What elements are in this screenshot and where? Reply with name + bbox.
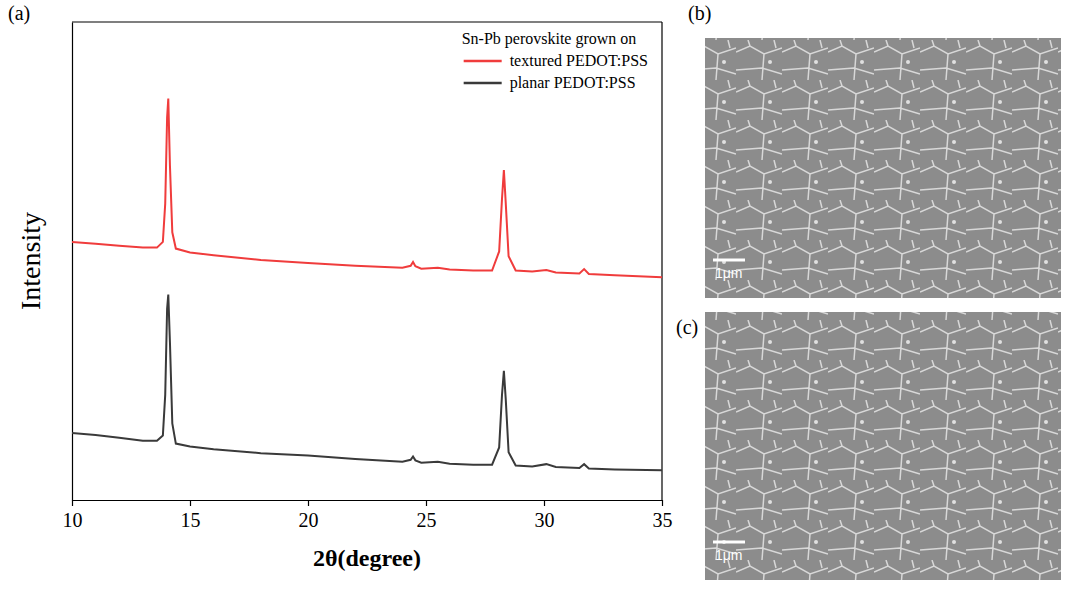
frame xyxy=(72,21,662,22)
x-tick-mark xyxy=(190,500,191,506)
y-axis xyxy=(72,23,73,501)
legend-swatch xyxy=(464,82,502,85)
x-tick-mark xyxy=(426,500,427,506)
x-tick-mark xyxy=(72,500,73,506)
sem-image xyxy=(705,38,1061,298)
legend-swatch xyxy=(464,60,502,63)
x-tick: 10 xyxy=(63,500,83,531)
x-tick-label: 35 xyxy=(653,509,673,531)
x-axis-title: 2θ(degree) xyxy=(313,545,421,571)
x-tick-label: 10 xyxy=(63,509,83,531)
x-tick: 30 xyxy=(535,500,555,531)
x-axis: 10 15 20 25 30 35 xyxy=(63,500,673,531)
x-axis-line xyxy=(73,500,663,501)
scale-bar-label: 1μm xyxy=(715,547,743,563)
frame xyxy=(661,22,662,500)
sem-image xyxy=(705,312,1061,580)
panel-label: (a) xyxy=(8,2,30,25)
x-tick: 25 xyxy=(417,500,437,531)
scale-bar-label: 1μm xyxy=(715,265,743,281)
legend-entry: planar PEDOT:PSS xyxy=(510,74,636,92)
x-tick-label: 25 xyxy=(417,509,437,531)
scale-bar xyxy=(713,541,745,544)
legend-entry: textured PEDOT:PSS xyxy=(510,52,648,69)
scale-bar xyxy=(713,259,745,262)
xrd-line xyxy=(72,98,662,277)
x-tick: 15 xyxy=(181,500,201,531)
x-tick-mark xyxy=(544,500,545,506)
x-tick-mark xyxy=(308,500,309,506)
legend-title: Sn-Pb perovskite grown on xyxy=(462,30,637,48)
x-tick-label: 15 xyxy=(181,509,201,531)
panel-label: (c) xyxy=(676,316,698,339)
x-tick: 20 xyxy=(299,500,319,531)
xrd-line xyxy=(72,294,662,470)
figure: (a) 10 15 20 25 30 35 2θ(degree) Intensity Sn-Pb … xyxy=(0,0,1067,592)
panel-label: (b) xyxy=(688,2,711,25)
y-axis-line xyxy=(72,23,73,501)
y-axis-title: Intensity xyxy=(15,212,46,310)
legend: Sn-Pb perovskite grown on textured PEDOT:… xyxy=(462,30,648,92)
x-tick-label: 30 xyxy=(535,509,555,531)
x-tick: 35 xyxy=(653,500,673,531)
lines xyxy=(72,98,662,470)
x-tick-label: 20 xyxy=(299,509,319,531)
x-tick-mark xyxy=(662,500,663,506)
